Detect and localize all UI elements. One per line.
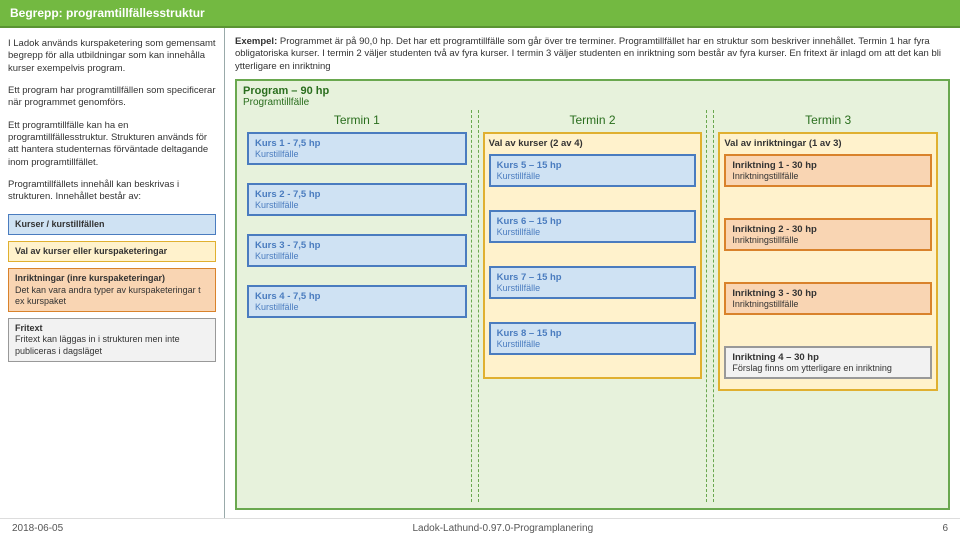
box-subtitle: Kurstillfälle: [497, 339, 689, 349]
box-title: Inriktning 3 - 30 hp: [732, 288, 924, 299]
box-title: Kurs 5 – 15 hp: [497, 160, 689, 171]
intro-p2: Ett program har programtillfällen som sp…: [8, 85, 216, 110]
box-subtitle: Inriktningstillfälle: [732, 171, 924, 181]
box-subtitle: Kurstillfälle: [255, 251, 459, 261]
course-box: Kurs 7 – 15 hpKurstillfälle: [489, 266, 697, 299]
program-box: Program – 90 hp Programtillfälle Termin …: [235, 79, 950, 510]
legend-tag: Val av kurser eller kurspaketeringar: [8, 241, 216, 262]
course-box: Kurs 2 - 7,5 hpKurstillfälle: [247, 183, 467, 216]
choice-title: Val av kurser (2 av 4): [489, 138, 697, 149]
course-box: Kurs 4 - 7,5 hpKurstillfälle: [247, 285, 467, 318]
term-columns: Termin 1 Kurs 1 - 7,5 hpKurstillfälleKur…: [243, 110, 942, 502]
box-title: Kurs 4 - 7,5 hp: [255, 291, 459, 302]
example-text: Exempel: Programmet är på 90,0 hp. Det h…: [235, 36, 950, 73]
term-1-body: Kurs 1 - 7,5 hpKurstillfälleKurs 2 - 7,5…: [247, 132, 467, 336]
example-body: Programmet är på 90,0 hp. Det har ett pr…: [235, 36, 941, 72]
box-title: Kurs 1 - 7,5 hp: [255, 138, 459, 149]
left-column: I Ladok används kurspaketering som gemen…: [0, 28, 225, 518]
tag-body: Det kan vara andra typer av kurspaketeri…: [15, 285, 209, 308]
box-subtitle: Inriktningstillfälle: [732, 235, 924, 245]
term-3-body: Val av inriktningar (1 av 3) Inriktning 1…: [718, 132, 938, 397]
box-subtitle: Inriktningstillfälle: [732, 299, 924, 309]
term-3: Termin 3 Val av inriktningar (1 av 3) Inr…: [713, 110, 942, 502]
legend-tags: Kurser / kurstillfällen Val av kurser ell…: [8, 214, 216, 368]
course-box: Inriktning 3 - 30 hpInriktningstillfälle: [724, 282, 932, 315]
course-box: Inriktning 4 – 30 hpFörslag finns om ytt…: [724, 346, 932, 379]
course-box: Inriktning 1 - 30 hpInriktningstillfälle: [724, 154, 932, 187]
box-subtitle: Kurstillfälle: [255, 302, 459, 312]
header-title: Begrepp: programtillfällesstruktur: [10, 6, 205, 20]
term-header: Termin 3: [718, 110, 938, 132]
tag-body: Fritext kan läggas in i strukturen men i…: [15, 334, 209, 357]
right-column: Exempel: Programmet är på 90,0 hp. Det h…: [225, 28, 960, 518]
box-title: Kurs 7 – 15 hp: [497, 272, 689, 283]
choice-box: Val av kurser (2 av 4)Kurs 5 – 15 hpKurs…: [483, 132, 703, 379]
box-title: Inriktning 4 – 30 hp: [732, 352, 924, 363]
legend-tag: FritextFritext kan läggas in i strukture…: [8, 318, 216, 362]
legend-tag: Inriktningar (inre kurspaketeringar)Det …: [8, 268, 216, 312]
box-title: Inriktning 2 - 30 hp: [732, 224, 924, 235]
choice-box: Val av inriktningar (1 av 3) Inriktning 1…: [718, 132, 938, 391]
term-1: Termin 1 Kurs 1 - 7,5 hpKurstillfälleKur…: [243, 110, 472, 502]
course-box: Inriktning 2 - 30 hpInriktningstillfälle: [724, 218, 932, 251]
program-subtitle: Programtillfälle: [243, 97, 942, 108]
box-subtitle: Kurstillfälle: [497, 227, 689, 237]
term-2: Termin 2 Val av kurser (2 av 4) Kurs 5 – …: [478, 110, 708, 502]
tag-title: Val av kurser eller kurspaketeringar: [15, 246, 209, 257]
box-title: Kurs 8 – 15 hp: [497, 328, 689, 339]
page-header: Begrepp: programtillfällesstruktur: [0, 0, 960, 28]
term-header: Termin 1: [247, 110, 467, 132]
term-header: Termin 2: [483, 110, 703, 132]
course-box: Kurs 6 – 15 hpKurstillfälle: [489, 210, 697, 243]
choice-title: Val av inriktningar (1 av 3): [724, 138, 932, 149]
box-subtitle: Kurstillfälle: [255, 149, 459, 159]
box-subtitle: Kurstillfälle: [497, 283, 689, 293]
intro-p1: I Ladok används kurspaketering som gemen…: [8, 38, 216, 75]
course-box: Kurs 3 - 7,5 hpKurstillfälle: [247, 234, 467, 267]
example-label: Exempel:: [235, 36, 277, 47]
intro-p3: Ett programtillfälle kan ha en programti…: [8, 120, 216, 169]
legend-tag: Kurser / kurstillfällen: [8, 214, 216, 235]
box-subtitle: Kurstillfälle: [255, 200, 459, 210]
box-title: Kurs 3 - 7,5 hp: [255, 240, 459, 251]
course-box: Kurs 1 - 7,5 hpKurstillfälle: [247, 132, 467, 165]
footer-center: Ladok-Lathund-0.97.0-Programplanering: [412, 523, 593, 534]
footer-date: 2018-06-05: [12, 523, 63, 534]
term-2-body: Val av kurser (2 av 4)Kurs 5 – 15 hpKurs…: [483, 132, 703, 385]
course-box: Kurs 8 – 15 hpKurstillfälle: [489, 322, 697, 355]
intro-p4: Programtillfällets innehåll kan beskriva…: [8, 179, 216, 204]
course-box: Kurs 5 – 15 hpKurstillfälle: [489, 154, 697, 187]
box-title: Inriktning 1 - 30 hp: [732, 160, 924, 171]
footer: 2018-06-05 Ladok-Lathund-0.97.0-Programp…: [0, 518, 960, 538]
main-area: I Ladok används kurspaketering som gemen…: [0, 28, 960, 518]
box-subtitle: Förslag finns om ytterligare en inriktni…: [732, 363, 924, 373]
tag-title: Inriktningar (inre kurspaketeringar): [15, 273, 209, 284]
program-title: Program – 90 hp: [243, 85, 942, 97]
tag-title: Kurser / kurstillfällen: [15, 219, 209, 230]
box-title: Kurs 6 – 15 hp: [497, 216, 689, 227]
box-subtitle: Kurstillfälle: [497, 171, 689, 181]
footer-page: 6: [942, 523, 948, 534]
tag-title: Fritext: [15, 323, 209, 334]
box-title: Kurs 2 - 7,5 hp: [255, 189, 459, 200]
